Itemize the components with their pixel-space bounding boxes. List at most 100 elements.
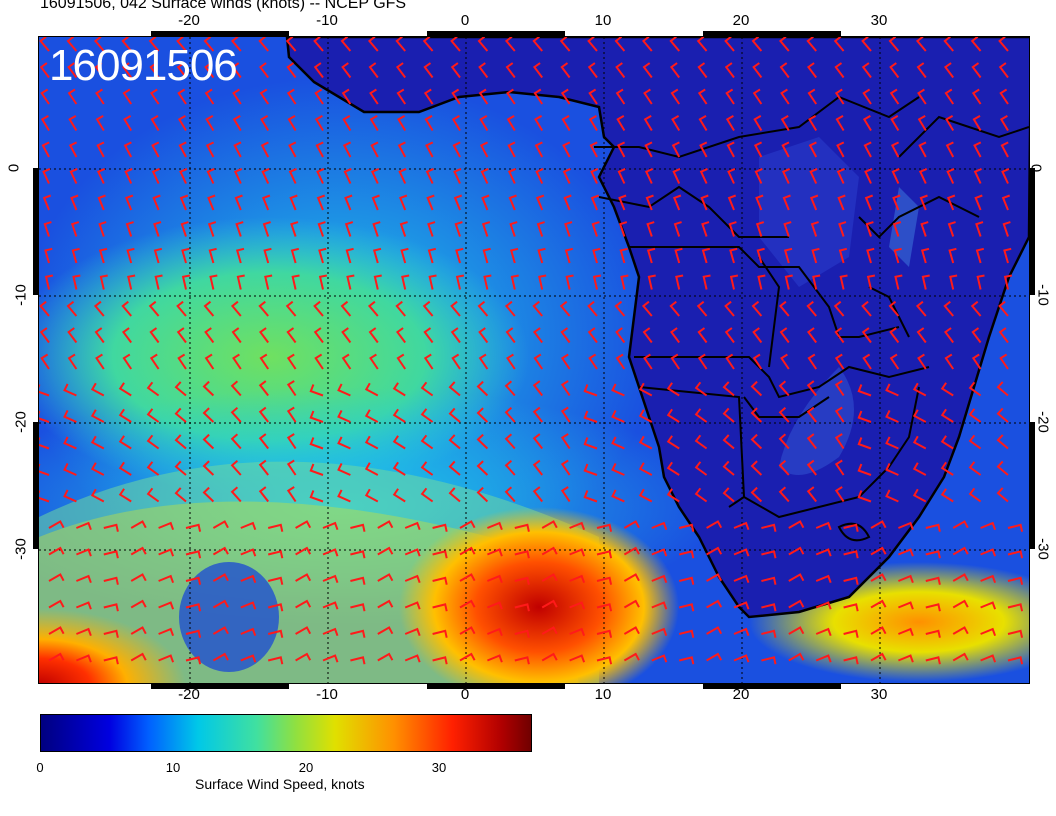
- wind-barb: [350, 603, 366, 612]
- wind-barb: [980, 654, 997, 663]
- wind-barb: [481, 221, 491, 237]
- wind-barb: [644, 141, 653, 158]
- wind-barb: [158, 627, 175, 637]
- wind-barb: [448, 460, 461, 476]
- wind-barb: [130, 626, 147, 635]
- wind-barb: [641, 37, 653, 52]
- wind-barb: [912, 435, 927, 450]
- wind-barb: [591, 221, 600, 237]
- wind-barb: [778, 300, 790, 317]
- wind-barb: [125, 221, 134, 237]
- wind-barb: [509, 221, 518, 237]
- wind-barb: [287, 115, 297, 132]
- wind-barb: [915, 37, 927, 52]
- wind-barb: [618, 194, 627, 211]
- wind-barb: [702, 274, 711, 290]
- wind-barb: [998, 327, 1009, 344]
- wind-barb: [212, 520, 229, 529]
- wind-barb: [917, 353, 927, 370]
- wind-barb: [699, 167, 708, 184]
- wind-barb: [423, 62, 434, 79]
- wind-barb: [67, 327, 78, 344]
- wind-barb: [1007, 629, 1024, 638]
- wind-barb: [642, 62, 653, 79]
- wind-barb: [809, 167, 818, 184]
- wind-barb: [968, 381, 982, 397]
- wind-barb: [448, 487, 461, 503]
- wind-barb: [395, 62, 406, 79]
- wind-barb: [806, 459, 817, 476]
- wind-barb: [583, 410, 598, 423]
- wind-barb: [428, 274, 437, 290]
- wind-barb: [404, 627, 421, 637]
- wind-barb: [838, 221, 847, 237]
- wind-barb: [506, 353, 516, 370]
- wind-barb: [996, 434, 1009, 450]
- wind-barb: [450, 327, 461, 344]
- wind-barb: [889, 353, 900, 370]
- wind-barb: [569, 521, 586, 531]
- wind-barb: [560, 406, 571, 423]
- wind-barb: [514, 576, 530, 585]
- wind-barb: [479, 115, 489, 132]
- wind-barb: [40, 115, 50, 132]
- wind-barb: [733, 601, 750, 610]
- wind-barb: [309, 463, 324, 476]
- wind-barb: [343, 167, 352, 184]
- wind-barb: [322, 627, 339, 637]
- wind-barb: [174, 487, 187, 503]
- wind-barb: [96, 141, 105, 158]
- wind-barb: [258, 327, 269, 344]
- wind-barb: [888, 37, 900, 52]
- wind-barb: [778, 407, 790, 423]
- wind-barb: [861, 327, 872, 344]
- wind-barb: [392, 461, 406, 476]
- wind-barb: [834, 406, 845, 423]
- wind-barb: [839, 274, 848, 290]
- wind-barb: [90, 488, 105, 503]
- wind-barb: [258, 300, 269, 317]
- wind-barb: [889, 62, 900, 79]
- wind-barb: [755, 194, 764, 211]
- wind-barb: [364, 409, 379, 423]
- wind-barb: [699, 141, 708, 158]
- wind-barb: [616, 141, 626, 158]
- lat-tick-right: -10: [1034, 284, 1052, 306]
- wind-barb: [864, 167, 873, 184]
- lon-tick-top: -20: [178, 12, 200, 29]
- wind-barb: [67, 62, 78, 79]
- wind-barb: [146, 487, 160, 503]
- wind-barb: [976, 274, 985, 290]
- wind-map[interactable]: 16091506: [38, 36, 1030, 684]
- wind-barb: [174, 460, 187, 476]
- wind-barb: [533, 353, 544, 370]
- wind-barb: [122, 353, 133, 370]
- wind-barb: [90, 382, 105, 397]
- wind-barb: [103, 523, 119, 532]
- wind-barb: [788, 652, 805, 662]
- wind-barb: [952, 599, 969, 609]
- wind-barb: [890, 141, 900, 158]
- wind-barb: [733, 574, 750, 584]
- wind-barb: [812, 274, 821, 290]
- wind-barb: [565, 274, 574, 290]
- wind-barb: [889, 327, 900, 344]
- wind-barb: [451, 353, 461, 370]
- wind-barb: [646, 247, 656, 264]
- wind-barb: [815, 521, 832, 531]
- wind-barb: [404, 601, 421, 610]
- wind-barb: [350, 550, 366, 559]
- wind-barb: [178, 141, 187, 158]
- wind-barb: [504, 300, 516, 317]
- wind-barb: [450, 62, 461, 79]
- wind-barb: [260, 115, 270, 132]
- wind-barb: [541, 599, 558, 609]
- wind-barb: [369, 88, 379, 105]
- wind-barb: [1007, 523, 1024, 532]
- wind-barb: [729, 247, 738, 264]
- wind-barb: [377, 546, 394, 556]
- wind-barb: [258, 486, 269, 503]
- wind-barb: [455, 247, 464, 264]
- wind-barb: [836, 141, 845, 158]
- wind-barb: [261, 167, 270, 184]
